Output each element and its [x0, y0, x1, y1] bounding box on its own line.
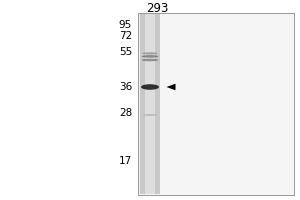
Ellipse shape: [143, 114, 157, 116]
Ellipse shape: [141, 84, 159, 90]
Ellipse shape: [142, 59, 158, 61]
Ellipse shape: [142, 55, 158, 58]
Ellipse shape: [142, 52, 158, 54]
Polygon shape: [167, 84, 176, 90]
Text: 293: 293: [146, 2, 169, 16]
Text: 28: 28: [119, 108, 132, 118]
Text: 55: 55: [119, 47, 132, 57]
Bar: [138, 13, 294, 195]
Text: 72: 72: [119, 31, 132, 41]
Bar: [145, 14, 155, 194]
Text: 95: 95: [119, 20, 132, 30]
Text: 17: 17: [119, 156, 132, 166]
Text: 36: 36: [119, 82, 132, 92]
Bar: [140, 14, 160, 194]
